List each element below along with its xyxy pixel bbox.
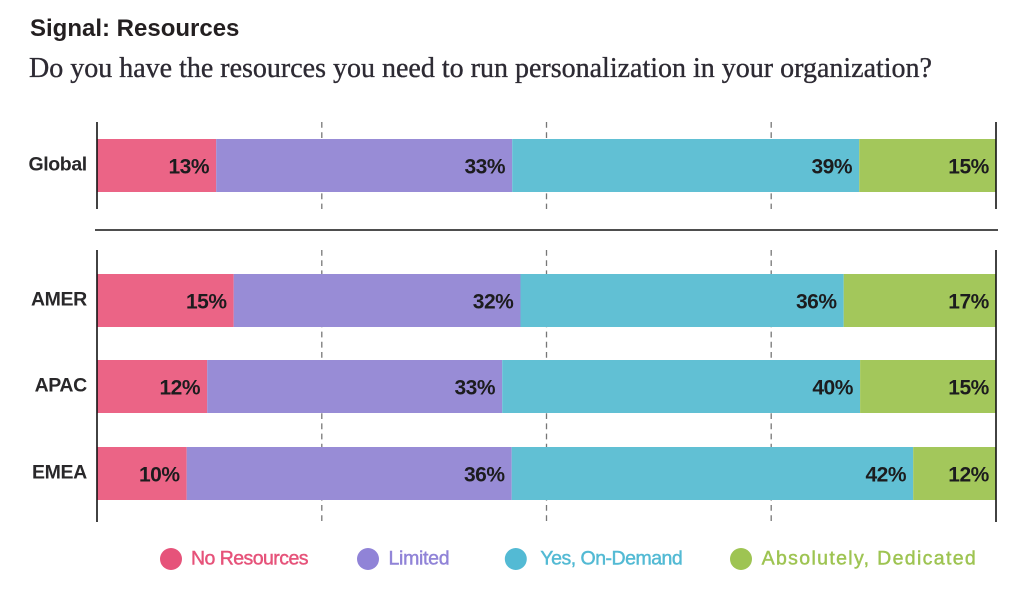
svg-text:15%: 15% <box>948 377 989 400</box>
svg-text:12%: 12% <box>948 464 989 487</box>
svg-text:No Resources: No Resources <box>191 548 309 570</box>
svg-text:33%: 33% <box>464 156 505 179</box>
svg-text:39%: 39% <box>811 156 852 179</box>
svg-text:EMEA: EMEA <box>32 462 87 484</box>
svg-text:36%: 36% <box>796 291 837 314</box>
svg-text:33%: 33% <box>454 377 495 400</box>
svg-text:12%: 12% <box>159 377 200 400</box>
svg-text:40%: 40% <box>812 377 853 400</box>
svg-text:10%: 10% <box>139 464 180 487</box>
svg-text:42%: 42% <box>865 464 906 487</box>
svg-text:36%: 36% <box>464 464 505 487</box>
svg-text:Global: Global <box>29 154 87 176</box>
svg-text:APAC: APAC <box>35 375 88 397</box>
svg-text:Yes, On-Demand: Yes, On-Demand <box>540 548 682 570</box>
svg-text:Absolutely, Dedicated: Absolutely, Dedicated <box>762 548 978 570</box>
svg-text:15%: 15% <box>948 156 989 179</box>
svg-text:17%: 17% <box>948 291 989 314</box>
svg-text:AMER: AMER <box>31 289 87 311</box>
svg-text:32%: 32% <box>473 291 514 314</box>
svg-text:Limited: Limited <box>389 548 450 570</box>
svg-text:15%: 15% <box>186 291 227 314</box>
svg-text:13%: 13% <box>168 156 209 179</box>
